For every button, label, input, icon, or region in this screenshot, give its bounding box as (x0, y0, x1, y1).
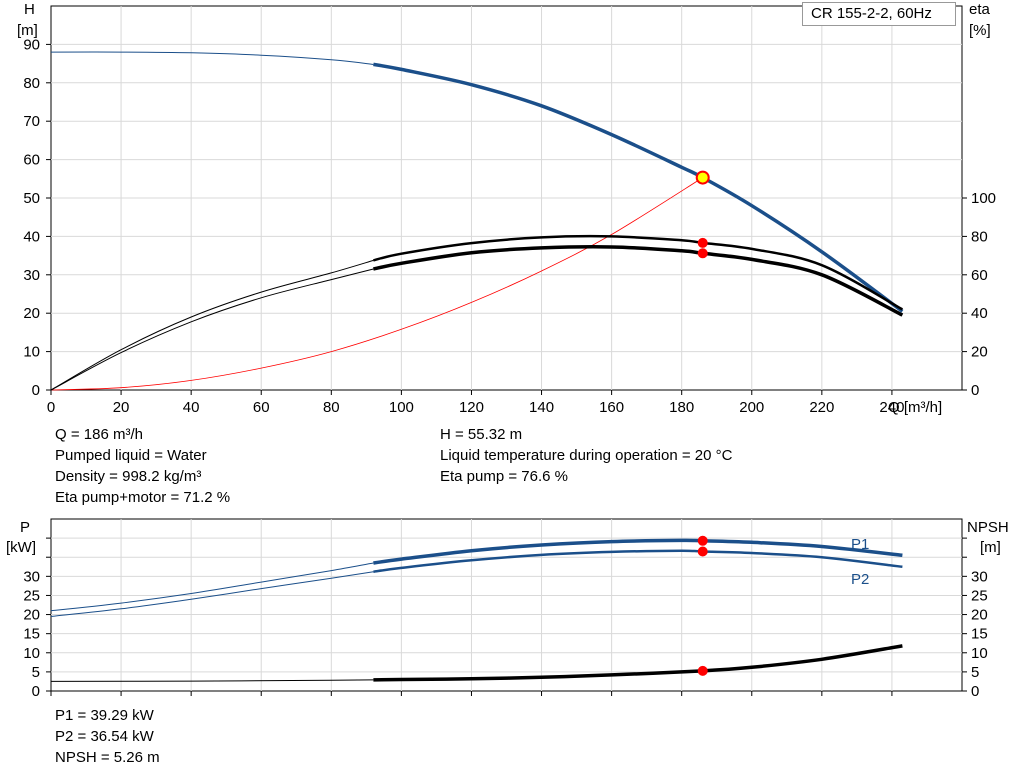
bottom-y-label-right-2: [m] (980, 539, 1001, 556)
y-tick-label-left: 70 (23, 113, 40, 130)
p2-curve-main (373, 549, 903, 573)
info-head: H = 55.32 m (440, 426, 523, 443)
p2-curve-extended (50, 571, 374, 617)
info-liquid: Pumped liquid = Water (55, 447, 207, 464)
eta-pump-curve-main (373, 234, 904, 311)
eta-pump-marker (697, 237, 708, 248)
top-y-label-left-2: [m] (17, 22, 38, 39)
y-tick-label-right: 20 (971, 607, 988, 624)
y-tick-label-left: 30 (23, 568, 40, 585)
info-npsh: NPSH = 5.26 m (55, 749, 160, 766)
y-tick-label-right: 100 (971, 190, 996, 207)
info-density: Density = 998.2 kg/m³ (55, 468, 202, 485)
series-label-p2: P2 (851, 571, 869, 588)
y-tick-label-left: 0 (32, 683, 40, 700)
y-tick-label-right: 60 (971, 267, 988, 284)
x-tick-label: 220 (809, 399, 834, 416)
info-eta-total: Eta pump+motor = 71.2 % (55, 489, 231, 506)
y-tick-label-right: 30 (971, 568, 988, 585)
x-tick-label: 80 (323, 399, 340, 416)
x-tick-label: 160 (599, 399, 624, 416)
y-tick-label-right: 15 (971, 626, 988, 643)
y-tick-label-left: 15 (23, 626, 40, 643)
x-tick-label: 0 (47, 399, 55, 416)
y-tick-label-left: 90 (23, 36, 40, 53)
eta-pump-curve-extended (50, 259, 374, 391)
y-tick-label-right: 0 (971, 382, 979, 399)
info-bottom: P1 = 39.29 kW P2 = 36.54 kW NPSH = 5.26 … (55, 705, 160, 768)
eta-total-curve-main (373, 245, 904, 317)
x-tick-label: 120 (459, 399, 484, 416)
head-curve-main (373, 62, 904, 313)
info-p1: P1 = 39.29 kW (55, 707, 154, 724)
y-tick-label-left: 0 (32, 382, 40, 399)
info-top-right: H = 55.32 m Liquid temperature during op… (440, 424, 732, 487)
x-tick-label: 60 (253, 399, 270, 416)
npsh-curve-main (373, 644, 903, 682)
npsh-marker (697, 665, 708, 676)
markers (695, 170, 710, 676)
y-tick-label-right: 10 (971, 645, 988, 662)
y-tick-label-right: 5 (971, 664, 979, 681)
npsh-curve-extended (50, 679, 374, 682)
info-eta-pump: Eta pump = 76.6 % (440, 468, 568, 485)
y-tick-label-right: 20 (971, 344, 988, 361)
y-tick-label-left: 80 (23, 75, 40, 92)
y-tick-label-right: 80 (971, 228, 988, 245)
axis-ticks: 0 20 40 60 80 100 120 140 160 180 200 220 2400102030… (23, 36, 996, 700)
info-flow: Q = 186 m³/h (55, 426, 143, 443)
bottom-y-label-left-1: P (20, 519, 30, 536)
y-tick-label-left: 40 (23, 228, 40, 245)
p1-curve-main (373, 538, 903, 565)
x-tick-label: 140 (529, 399, 554, 416)
chart-title: CR 155-2-2, 60Hz (802, 2, 956, 26)
eta-total-curve-extended (50, 268, 374, 391)
y-tick-label-right: 25 (971, 587, 988, 604)
operating-point-marker (695, 170, 710, 185)
head-curve-extended (50, 51, 374, 65)
bottom-y-label-right-1: NPSH (967, 519, 1009, 536)
p1-marker (697, 535, 708, 546)
top-grid (50, 5, 963, 391)
y-tick-label-left: 5 (32, 664, 40, 681)
y-tick-label-left: 10 (23, 344, 40, 361)
x-axis-label: Q [m³/h] (888, 399, 942, 416)
bottom-y-label-left-2: [kW] (6, 539, 36, 556)
y-tick-label-left: 10 (23, 645, 40, 662)
x-tick-label: 100 (389, 399, 414, 416)
p2-marker (697, 546, 708, 557)
eta-total-marker (697, 248, 708, 259)
top-y-label-left-1: H (24, 1, 35, 18)
bottom-plot-frame (50, 518, 963, 692)
y-tick-label-left: 50 (23, 190, 40, 207)
info-top-left: Q = 186 m³/h Pumped liquid = Water Densi… (55, 424, 230, 508)
x-tick-label: 240 (879, 399, 904, 416)
series-label-p1: P1 (851, 536, 869, 553)
x-tick-label: 200 (739, 399, 764, 416)
bottom-grid (50, 518, 963, 692)
system-curve (50, 177, 703, 391)
x-tick-label: 180 (669, 399, 694, 416)
top-y-label-right-1: eta (969, 1, 991, 18)
y-tick-label-left: 20 (23, 607, 40, 624)
info-p2: P2 = 36.54 kW (55, 728, 154, 745)
y-tick-label-left: 60 (23, 152, 40, 169)
p1-curve-extended (50, 562, 374, 612)
y-tick-label-left: 20 (23, 305, 40, 322)
y-tick-label-left: 30 (23, 267, 40, 284)
top-y-label-right-2: [%] (969, 22, 991, 39)
curves (50, 51, 904, 682)
y-tick-label-left: 25 (23, 587, 40, 604)
y-tick-label-right: 40 (971, 305, 988, 322)
x-tick-label: 20 (113, 399, 130, 416)
info-temperature: Liquid temperature during operation = 20… (440, 447, 733, 464)
x-tick-label: 40 (183, 399, 200, 416)
y-tick-label-right: 0 (971, 683, 979, 700)
